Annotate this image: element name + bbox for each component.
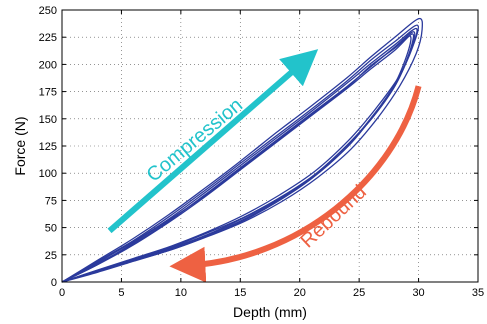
- hysteresis-curves: [61, 17, 424, 283]
- y-tick-label: 150: [39, 114, 57, 126]
- x-tick-label: 15: [234, 287, 246, 299]
- y-tick-label: 0: [51, 277, 57, 289]
- x-axis-title: Depth (mm): [233, 304, 307, 320]
- x-tick-label: 0: [59, 287, 65, 299]
- ticks: 0 5 10 15 20 25 30 35 0 25 50 75 100 125 150 175 200 225 2…: [39, 5, 484, 299]
- y-tick-label: 75: [45, 195, 57, 207]
- hysteresis-cycle-6: [61, 35, 412, 283]
- y-tick-label: 200: [39, 59, 57, 71]
- y-tick-label: 175: [39, 87, 57, 99]
- x-tick-label: 5: [118, 287, 124, 299]
- x-tick-label: 10: [175, 287, 187, 299]
- y-tick-label: 250: [39, 5, 57, 17]
- rebound-arrow: [169, 85, 422, 283]
- x-tick-label: 20: [294, 287, 306, 299]
- y-tick-label: 100: [39, 168, 57, 180]
- hysteresis-cycle-3: [61, 17, 424, 283]
- y-tick-label: 25: [45, 250, 57, 262]
- x-tick-label: 25: [353, 287, 365, 299]
- y-axis-title: Force (N): [12, 116, 28, 175]
- y-tick-label: 50: [45, 223, 57, 235]
- hysteresis-cycle-4: [61, 31, 416, 283]
- hysteresis-cycle-5: [61, 24, 420, 283]
- x-tick-label: 35: [472, 287, 484, 299]
- annotations: Compression Rebound: [107, 49, 422, 283]
- y-tick-label: 125: [39, 141, 57, 153]
- compression-arrow: [107, 49, 319, 234]
- y-tick-label: 225: [39, 32, 57, 44]
- rebound-label: Rebound: [296, 181, 370, 252]
- x-tick-label: 30: [412, 287, 424, 299]
